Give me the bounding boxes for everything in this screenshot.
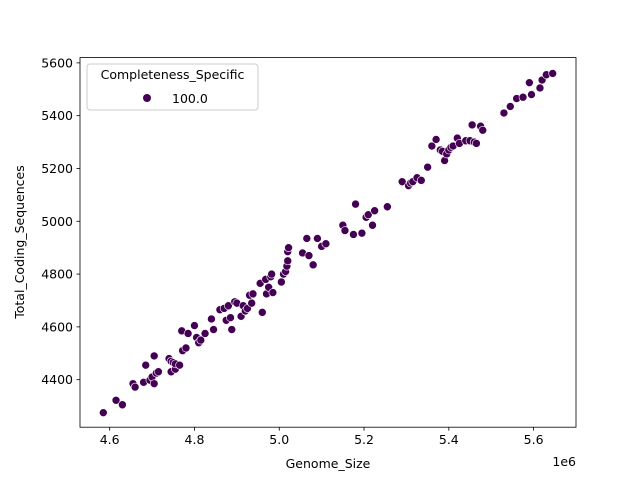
y-tick-label: 5000 [41,214,73,229]
y-axis-label: Total_Coding_Sequences [12,165,27,320]
data-point [284,243,293,252]
data-point [525,78,534,87]
y-tick-label: 4600 [41,319,73,334]
data-point [200,329,210,338]
data-point [207,314,216,324]
data-point [226,313,235,322]
y-axis-ticks: 4400 4600 4800 5000 5200 5400 5600 [41,55,80,387]
data-point [478,125,488,135]
data-point [181,343,191,353]
data-point [248,289,258,299]
data-point [227,325,237,334]
data-point [196,335,206,345]
data-point [190,321,199,330]
data-point [283,256,293,266]
data-point [383,202,392,212]
legend: Completeness_Specific 100.0 [86,63,259,111]
data-point [357,228,367,238]
legend-title: Completeness_Specific [101,67,245,82]
y-tick-label: 5200 [41,161,73,176]
data-point [149,351,159,361]
data-point [224,301,233,311]
x-tick-label: 5.2 [354,432,374,447]
data-point [351,199,360,209]
data-point [277,277,286,287]
data-point [183,329,193,338]
legend-box [86,63,259,111]
x-tick-label: 5.6 [524,432,544,447]
data-point [416,176,426,185]
data-point [363,210,373,219]
data-point [467,120,477,130]
data-point [321,239,331,249]
data-point [527,90,536,99]
data-point [268,288,278,297]
x-axis-ticks: 4.6 4.8 5.0 5.2 5.4 5.6 [100,427,544,447]
data-point [247,298,256,308]
data-point [423,162,432,172]
plot-frame [79,57,577,428]
data-point [175,360,184,370]
x-tick-label: 5.4 [439,432,459,447]
data-point [340,226,350,235]
data-point [302,234,312,243]
data-point [257,308,267,317]
y-tick-label: 4400 [41,372,73,387]
data-point [99,408,108,417]
data-point [505,102,515,111]
data-point [518,92,528,102]
data-point [472,139,481,148]
y-tick-label: 5400 [41,108,73,123]
data-point [370,206,379,216]
legend-entry-label: 100.0 [172,91,208,106]
y-tick-label: 4800 [41,267,73,282]
data-point [118,400,127,410]
x-tick-label: 4.6 [100,432,120,447]
x-axis-offset-label: 1e6 [552,454,576,469]
x-tick-label: 5.0 [269,432,289,447]
data-point [431,135,441,144]
data-point [149,379,159,388]
data-point [368,220,377,230]
legend-marker [143,94,151,102]
data-point [535,83,545,93]
data-point [349,230,358,239]
data-point [308,260,318,270]
data-point [154,367,163,377]
data-points [99,69,557,417]
data-point [111,395,121,405]
data-point [397,177,407,186]
data-point [427,141,437,151]
x-axis-label: Genome_Size [286,456,371,471]
y-tick-label: 5600 [41,55,73,70]
data-point [267,269,276,279]
data-point [304,251,314,260]
data-point [499,108,509,118]
data-point [209,325,218,334]
data-point [548,69,557,78]
data-point [313,234,322,243]
data-point [130,382,140,392]
x-tick-label: 4.8 [185,432,205,447]
data-point [141,360,151,370]
